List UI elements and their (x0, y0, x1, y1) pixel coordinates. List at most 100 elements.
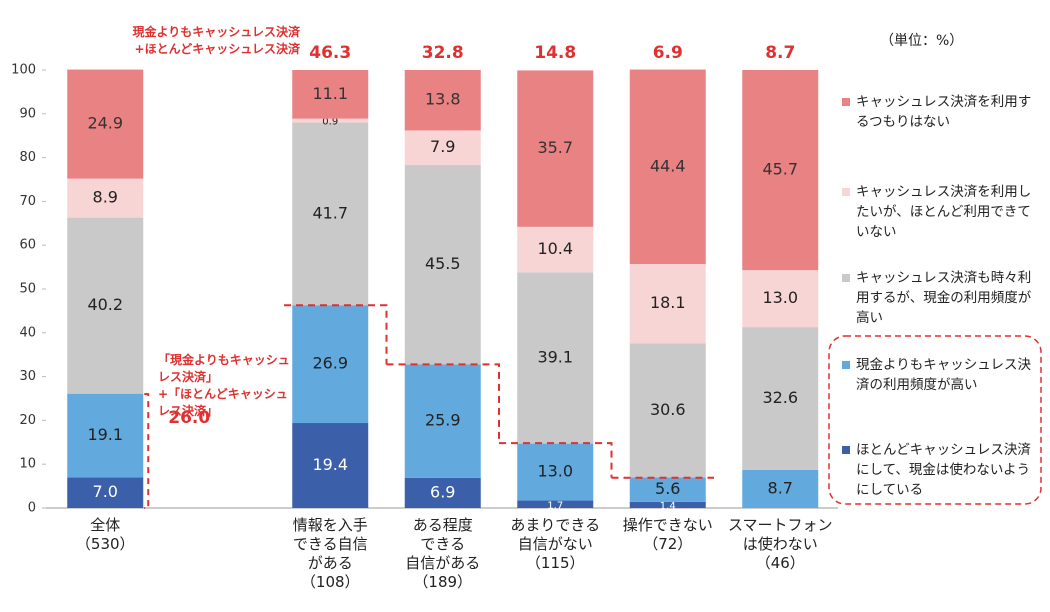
total-label: 26.0 (168, 408, 210, 428)
legend-swatch (842, 361, 850, 369)
data-label: 24.9 (87, 114, 123, 133)
data-label: 8.9 (93, 188, 118, 207)
data-label: 44.4 (650, 156, 686, 175)
bar-segment (292, 70, 369, 119)
y-tick-label: 10 (19, 457, 36, 472)
data-label: 7.9 (430, 137, 455, 156)
x-tick-label: ある程度 できる 自信がある （189） (405, 516, 481, 591)
bar-segment (292, 305, 369, 424)
y-tick-label: 100 (11, 63, 36, 78)
y-tick-label: 50 (19, 282, 36, 297)
x-tick-label: 情報を入手 できる自信 がある （108） (292, 516, 368, 591)
unit-note: （単位：%） (880, 33, 964, 49)
bar-segment (517, 70, 594, 227)
legend-box (828, 335, 1042, 505)
bar-segment (292, 423, 369, 508)
data-label: 8.7 (768, 478, 793, 497)
total-label: 32.8 (422, 43, 464, 63)
y-tick-label: 90 (19, 106, 36, 121)
total-step (499, 442, 613, 478)
bar-segment (404, 165, 481, 365)
y-tick-label: 0 (28, 501, 36, 516)
data-label: 35.7 (537, 138, 573, 157)
total-step (386, 363, 500, 444)
bar-segment (404, 70, 481, 131)
legend-label: キャッシュレス決済を利用したいが、ほとんど利用できていない (856, 184, 1032, 240)
data-label: 45.5 (425, 254, 461, 273)
data-label: 0.9 (322, 117, 338, 128)
y-tick-label: 20 (19, 413, 36, 428)
data-label: 39.1 (537, 347, 573, 366)
data-label: 13.0 (762, 288, 798, 307)
legend-swatch (842, 446, 850, 454)
data-label: 41.7 (312, 203, 348, 222)
data-label: 11.1 (312, 84, 348, 103)
data-label: 40.2 (87, 295, 123, 314)
bar-segment (404, 364, 481, 478)
bar-segment (67, 393, 144, 478)
x-tick-label: スマートフォン は使わない （46） (727, 516, 833, 572)
bar-segment (67, 477, 144, 508)
total-label: 14.8 (534, 43, 576, 63)
bar-segment (67, 178, 144, 218)
bar-segment (742, 327, 819, 470)
bar-segment (67, 69, 144, 179)
data-label: 1.4 (660, 501, 676, 512)
data-label: 18.1 (650, 293, 686, 312)
data-label: 32.6 (762, 388, 798, 407)
bar-segment (67, 217, 144, 394)
total-label: 6.9 (653, 43, 683, 63)
bar-segment (292, 118, 369, 123)
y-tick-label: 40 (19, 325, 36, 340)
total-label: 8.7 (765, 43, 795, 63)
data-label: 10.4 (537, 239, 573, 258)
bar-segment (742, 70, 819, 271)
legend-swatch (842, 98, 850, 106)
bar-segment (517, 272, 594, 444)
bar-segment (742, 270, 819, 328)
bar-segment (517, 443, 594, 501)
total-step (284, 304, 388, 365)
legend-label: キャッシュレス決済も時々利用するが、現金の利用頻度が高い (856, 270, 1032, 326)
bar-segment (292, 122, 369, 306)
x-tick-label: あまりできる 自信がない （115） (510, 516, 601, 572)
bar-segment (629, 477, 706, 502)
legend-swatch (842, 188, 850, 196)
y-tick-label: 60 (19, 238, 36, 253)
annotation: 「現金よりもキャッシュ レス決済」 +「ほとんどキャッシュ レス決済」 (158, 353, 290, 418)
y-tick-label: 80 (19, 150, 36, 165)
legend-label: 現金よりもキャッシュレス決済の利用頻度が高い (856, 357, 1031, 393)
data-label: 26.9 (312, 354, 348, 373)
data-label: 5.6 (655, 479, 680, 498)
bar-segment (629, 264, 706, 344)
data-label: 45.7 (762, 160, 798, 179)
data-label: 25.9 (425, 411, 461, 430)
data-label: 19.1 (87, 425, 123, 444)
bar-segment (629, 69, 706, 265)
y-tick-label: 70 (19, 194, 36, 209)
bar-segment (404, 477, 481, 508)
y-tick-label: 30 (19, 369, 36, 384)
bar-segment (517, 500, 594, 508)
data-label: 19.4 (312, 455, 348, 474)
annotation: 現金よりもキャッシュレス決済 +ほとんどキャッシュレス決済 (132, 25, 300, 56)
legend-label: ほとんどキャッシュレス決済にして、現金は使わないようにしている (856, 442, 1031, 498)
bar-segment (742, 469, 819, 508)
data-label: 1.7 (547, 500, 563, 511)
bar-segment (629, 501, 706, 508)
data-label: 13.0 (537, 462, 573, 481)
bar-segment (517, 226, 594, 273)
data-label: 7.0 (93, 482, 118, 501)
x-tick-label: 全体 （530） (75, 516, 135, 553)
data-label: 6.9 (430, 482, 455, 501)
legend-swatch (842, 274, 850, 282)
total-bracket (144, 393, 150, 509)
x-tick-label: 操作できない （72） (622, 516, 713, 553)
total-label: 46.3 (309, 43, 351, 63)
bar-segment (404, 130, 481, 166)
legend-label: キャッシュレス決済を利用するつもりはない (856, 94, 1032, 130)
bar-segment (629, 343, 706, 478)
data-label: 13.8 (425, 90, 461, 109)
